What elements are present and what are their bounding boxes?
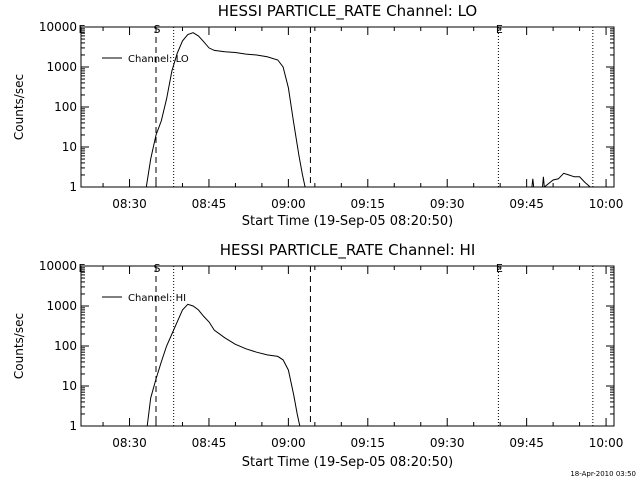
x-tick-label: 09:30: [430, 197, 465, 211]
y-axis-label: Counts/sec: [12, 313, 26, 379]
x-tick-label: 09:00: [271, 197, 306, 211]
x-axis-label: Start Time (19-Sep-05 08:20:50): [242, 455, 453, 470]
x-tick-label: 08:30: [112, 436, 147, 450]
y-tick-label: 1: [69, 419, 77, 433]
chart-panel-lo: HESSI PARTICLE_RATE Channel: LO Start Tim…: [12, 2, 623, 229]
x-tick-label: 09:15: [350, 436, 385, 450]
x-tick-label: 08:30: [112, 197, 147, 211]
x-tick-label: 09:45: [509, 436, 544, 450]
event-marker-label: E: [496, 262, 503, 275]
event-marker-label: E: [79, 262, 86, 275]
y-tick-label: 10000: [39, 20, 77, 34]
plot-frame: [80, 265, 615, 427]
x-tick-label: 09:30: [430, 436, 465, 450]
y-tick-label: 10: [62, 379, 77, 393]
x-tick-label: 08:45: [192, 197, 227, 211]
y-tick-label: 10000: [39, 259, 77, 273]
data-series-line: [146, 303, 301, 426]
data-series-line: [531, 172, 591, 187]
plot-frame: [80, 26, 615, 188]
y-tick-label: 1000: [46, 60, 77, 74]
y-tick-label: 1: [69, 180, 77, 194]
x-tick-label: 09:45: [509, 197, 544, 211]
event-marker-label: S: [154, 262, 161, 275]
chart-title: HESSI PARTICLE_RATE Channel: HI: [220, 241, 476, 260]
y-axis-label: Counts/sec: [12, 74, 26, 140]
footer-timestamp: 18-Apr-2010 03:50: [570, 470, 636, 478]
x-axis-label: Start Time (19-Sep-05 08:20:50): [242, 214, 453, 229]
y-tick-label: 100: [54, 339, 77, 353]
legend-label: Channel: HI: [128, 293, 186, 304]
y-tick-label: 10: [62, 140, 77, 154]
event-marker-label: E: [79, 23, 86, 36]
chart-title: HESSI PARTICLE_RATE Channel: LO: [218, 2, 477, 21]
x-tick-label: 09:15: [350, 197, 385, 211]
event-marker-label: E: [496, 23, 503, 36]
x-tick-label: 09:00: [271, 436, 306, 450]
x-tick-label: 10:00: [589, 197, 624, 211]
legend-label: Channel: LO: [128, 54, 189, 65]
y-tick-label: 1000: [46, 299, 77, 313]
x-tick-label: 10:00: [589, 436, 624, 450]
event-marker-label: S: [154, 23, 161, 36]
y-tick-label: 100: [54, 100, 77, 114]
x-tick-label: 08:45: [192, 436, 227, 450]
data-series-line: [145, 32, 306, 187]
chart-panel-hi: HESSI PARTICLE_RATE Channel: HI Start Tim…: [12, 241, 623, 470]
